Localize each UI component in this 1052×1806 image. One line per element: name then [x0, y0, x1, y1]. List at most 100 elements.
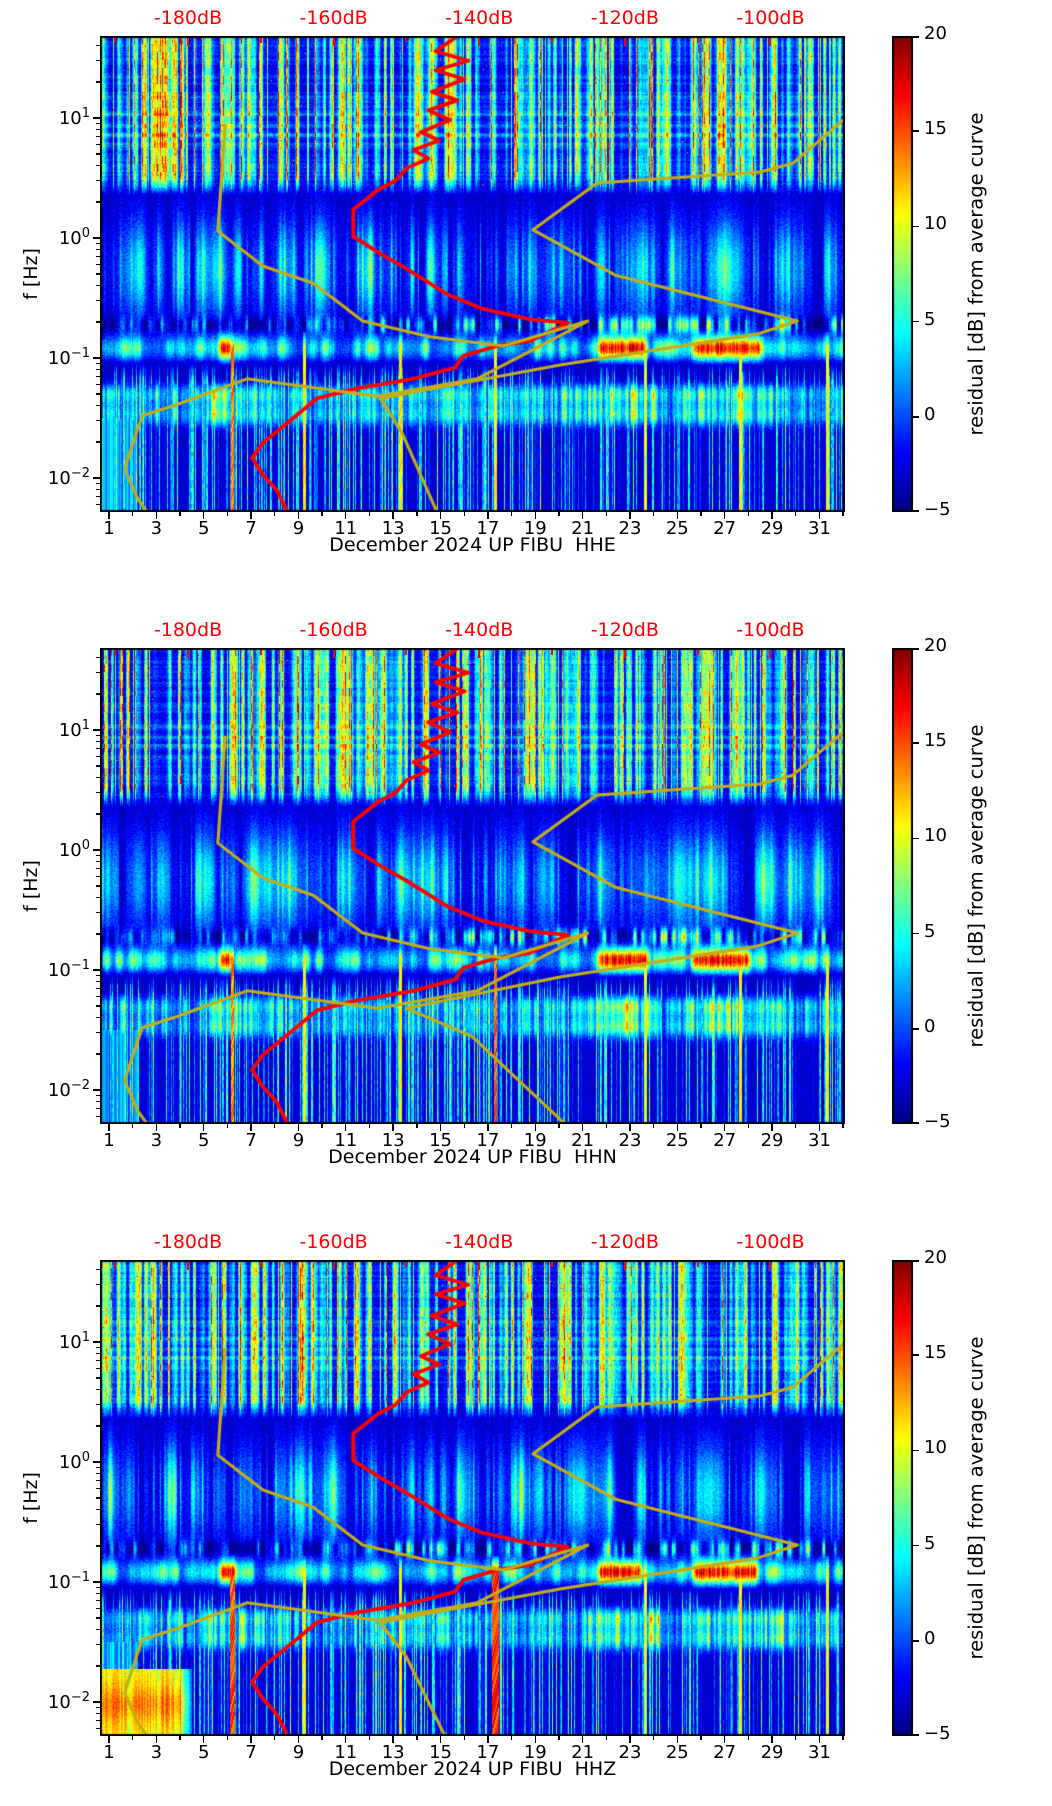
y-axis-minor-tick — [96, 242, 100, 245]
x-axis-minor-tick — [795, 1124, 797, 1128]
x-tick-label: 1 — [103, 1130, 115, 1151]
x-tick-label: 1 — [103, 518, 115, 539]
top-axis-tick — [478, 649, 481, 658]
x-axis-minor-tick — [179, 1124, 181, 1128]
x-tick-label: 19 — [523, 1742, 547, 1763]
colorbar-tick-label: 0 — [924, 1627, 936, 1649]
y-axis-minor-tick — [96, 482, 100, 485]
x-axis-minor-tick — [558, 1736, 560, 1740]
y-axis-minor-tick — [96, 1509, 100, 1511]
y-axis-minor-tick — [96, 974, 100, 977]
x-axis-minor-tick — [605, 512, 607, 516]
colorbar-tick — [913, 510, 919, 512]
y-axis-minor-tick — [96, 383, 100, 386]
y-axis-minor-tick — [96, 405, 100, 407]
x-axis-tick — [534, 512, 536, 519]
colorbar-tick — [913, 1260, 919, 1262]
x-axis-tick — [818, 1736, 821, 1743]
y-axis-minor-tick — [96, 854, 100, 857]
y-axis-minor-tick — [96, 248, 100, 251]
x-tick-label: 27 — [713, 1130, 737, 1151]
colorbar-tick-label: 15 — [924, 1342, 947, 1364]
x-tick-label: 1 — [103, 1742, 115, 1763]
colorbar-tick-label: 10 — [924, 825, 947, 847]
x-tick-label: 7 — [245, 518, 257, 539]
top-axis-tick — [623, 37, 626, 46]
spectrogram-canvas-hhn — [100, 648, 845, 1124]
x-tick-label: 31 — [807, 518, 831, 539]
top-axis-tick — [332, 37, 335, 46]
y-axis-minor-tick — [96, 393, 100, 395]
colorbar-tick-label: 5 — [924, 1532, 936, 1554]
top-axis-label: -100dB — [736, 7, 805, 29]
x-tick-label: 17 — [476, 1742, 500, 1763]
x-tick-label: 11 — [334, 1130, 358, 1151]
top-axis-label: -180dB — [153, 7, 223, 29]
x-tick-label: 11 — [334, 1742, 358, 1763]
y-axis-minor-tick — [96, 135, 100, 138]
y-axis-minor-tick — [96, 740, 100, 743]
x-tick-label: 29 — [760, 1130, 784, 1151]
y-axis-minor-tick — [96, 128, 100, 131]
y-axis-minor-tick — [96, 368, 100, 371]
y-axis-minor-tick — [96, 792, 100, 794]
y-tick-label: 10−2 — [47, 1689, 90, 1713]
top-axis-minor-tick — [114, 37, 117, 43]
top-axis-tick — [769, 37, 772, 46]
x-axis-minor-tick — [605, 1736, 607, 1740]
panel-title: December 2024 UP FIBU HHE — [329, 534, 616, 556]
x-tick-label: 23 — [618, 1742, 642, 1763]
top-axis-label: -180dB — [153, 619, 223, 641]
y-axis-minor-tick — [96, 285, 100, 287]
colorbar-tick-label: 0 — [924, 403, 936, 425]
top-axis-minor-tick — [551, 649, 553, 655]
x-tick-label: 25 — [665, 518, 689, 539]
x-tick-label: 9 — [292, 518, 305, 539]
x-axis-tick — [297, 512, 300, 519]
x-axis-tick — [108, 1736, 110, 1743]
y-axis-minor-tick — [96, 1107, 100, 1110]
y-axis-minor-tick — [96, 1005, 100, 1007]
y-axis-tick — [93, 1581, 100, 1583]
x-axis-minor-tick — [558, 1124, 560, 1128]
x-axis-tick — [392, 1124, 394, 1131]
y-axis-minor-tick — [96, 933, 100, 935]
y-axis-minor-tick — [96, 165, 100, 167]
x-axis-tick — [487, 1736, 489, 1743]
colorbar-canvas-hhe — [892, 36, 913, 512]
y-axis-minor-tick — [96, 1346, 100, 1349]
top-axis-label: -160dB — [299, 619, 368, 641]
y-axis-minor-tick — [96, 81, 100, 83]
y-axis-minor-tick — [96, 153, 100, 155]
colorbar-tick — [913, 648, 919, 650]
y-axis-tick — [93, 729, 100, 731]
x-axis-tick — [629, 512, 631, 519]
y-axis-minor-tick — [96, 1053, 100, 1055]
colorbar-tick-label: −5 — [924, 1111, 951, 1132]
x-axis-minor-tick — [605, 1124, 607, 1128]
y-axis-minor-tick — [96, 1629, 100, 1631]
x-axis-minor-tick — [274, 1124, 276, 1128]
y-axis-minor-tick — [96, 180, 100, 182]
y-axis-minor-tick — [96, 995, 100, 998]
y-axis-minor-tick — [96, 263, 100, 266]
x-tick-label: 5 — [197, 1130, 210, 1151]
x-tick-label: 17 — [476, 1130, 500, 1151]
colorbar-tick — [913, 130, 919, 132]
colorbar-tick-label: 10 — [924, 1437, 947, 1459]
x-tick-label: 11 — [334, 518, 358, 539]
y-tick-label: 100 — [58, 225, 90, 249]
x-axis-tick — [581, 1736, 584, 1743]
top-axis-label: -140dB — [445, 7, 514, 29]
x-tick-label: 13 — [381, 1130, 405, 1151]
y-axis-minor-tick — [96, 980, 100, 983]
y-axis-minor-tick — [96, 1115, 100, 1118]
x-axis-tick — [250, 1736, 252, 1743]
x-axis-minor-tick — [226, 512, 229, 516]
x-axis-tick — [392, 1736, 394, 1743]
colorbar-tick-label: 15 — [924, 118, 947, 140]
x-tick-label: 23 — [618, 518, 642, 539]
y-axis-minor-tick — [96, 657, 100, 659]
colorbar-tick — [913, 1122, 919, 1124]
y-tick-label: 101 — [58, 1329, 90, 1353]
